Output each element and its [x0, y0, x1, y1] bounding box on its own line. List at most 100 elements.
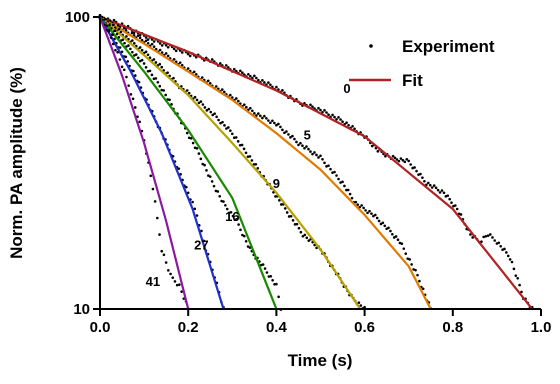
experiment-point	[376, 150, 380, 153]
experiment-point	[158, 42, 162, 45]
experiment-point	[512, 267, 516, 271]
experiment-point	[186, 52, 190, 56]
experiment-point	[146, 38, 150, 41]
experiment-point	[301, 234, 305, 238]
experiment-point	[267, 119, 270, 122]
curve-label: 5	[304, 128, 311, 143]
experiment-point	[450, 201, 453, 204]
experiment-point	[164, 44, 168, 47]
experiment-point	[120, 65, 124, 69]
experiment-point	[175, 283, 179, 287]
experiment-point	[243, 103, 246, 106]
experiment-point	[293, 223, 297, 226]
experiment-point	[245, 105, 248, 109]
x-tick-label: 0.4	[266, 319, 288, 336]
experiment-point	[179, 173, 182, 176]
experiment-point	[503, 247, 506, 251]
experiment-point	[164, 261, 168, 264]
experiment-point	[278, 199, 281, 202]
experiment-point	[357, 301, 361, 304]
experiment-point	[510, 260, 514, 264]
experiment-point	[122, 68, 126, 72]
experiment-point	[253, 74, 256, 78]
experiment-point	[321, 110, 324, 114]
experiment-point	[419, 172, 422, 176]
experiment-point	[140, 48, 144, 52]
experiment-point	[434, 186, 438, 190]
experiment-point	[237, 99, 240, 103]
experiment-point	[267, 81, 270, 84]
experiment-point	[323, 108, 326, 112]
experiment-point	[325, 165, 328, 168]
experiment-point	[136, 34, 140, 37]
experiment-point	[350, 196, 354, 200]
experiment-point	[170, 103, 173, 106]
experiment-point	[174, 49, 178, 53]
experiment-point	[225, 127, 228, 130]
experiment-point	[263, 267, 267, 270]
experiment-point	[129, 47, 132, 51]
experiment-point	[432, 184, 436, 187]
experiment-point	[146, 53, 150, 57]
experiment-point	[225, 207, 229, 211]
curve-label: 41	[146, 274, 160, 289]
experiment-point	[391, 232, 394, 236]
experiment-point	[191, 141, 195, 145]
experiment-point	[391, 154, 395, 158]
experiment-point	[108, 19, 112, 22]
experiment-point	[438, 191, 442, 194]
experiment-point	[520, 290, 523, 294]
experiment-point	[121, 38, 124, 42]
experiment-point	[162, 89, 165, 92]
experiment-point	[281, 89, 284, 92]
experiment-point	[248, 155, 252, 158]
experiment-point	[185, 89, 189, 92]
experiment-point	[187, 91, 191, 95]
experiment-point	[271, 119, 274, 123]
experiment-point	[144, 50, 148, 54]
series-0: 0	[98, 13, 534, 310]
curve-label: 27	[194, 237, 208, 252]
experiment-point	[233, 67, 236, 71]
experiment-point	[488, 233, 492, 236]
experiment-point	[395, 158, 399, 161]
experiment-point	[131, 39, 134, 42]
experiment-point	[237, 223, 240, 226]
experiment-point	[427, 181, 430, 185]
experiment-point	[343, 184, 346, 188]
fit-line	[98, 16, 190, 310]
experiment-point	[200, 229, 203, 233]
experiment-point	[194, 72, 198, 76]
experiment-point	[341, 180, 344, 184]
experiment-point	[178, 61, 182, 64]
experiment-point	[261, 79, 264, 82]
experiment-point	[459, 213, 463, 216]
experiment-point	[158, 48, 162, 52]
experiment-point	[305, 145, 308, 148]
fit-line	[99, 16, 432, 310]
legend-experiment-label: Experiment	[402, 37, 495, 56]
experiment-point	[211, 113, 214, 117]
experiment-point	[411, 166, 414, 170]
experiment-point	[238, 143, 242, 147]
experiment-point	[295, 222, 299, 226]
experiment-point	[285, 130, 288, 133]
series-27: 27	[98, 15, 225, 310]
experiment-point	[206, 79, 210, 83]
experiment-point	[303, 233, 307, 237]
experiment-point	[493, 239, 496, 242]
experiment-point	[138, 36, 142, 40]
experiment-point	[136, 56, 140, 60]
experiment-point	[364, 209, 367, 212]
experiment-point	[162, 253, 166, 257]
experiment-point	[275, 282, 278, 286]
experiment-point	[153, 200, 157, 203]
experiment-point	[421, 287, 425, 291]
experiment-point	[356, 203, 360, 206]
experiment-point	[255, 76, 258, 80]
experiment-point	[169, 272, 172, 276]
experiment-point	[149, 174, 153, 178]
experiment-point	[335, 118, 338, 121]
experiment-point	[167, 269, 170, 272]
experiment-point	[327, 164, 330, 167]
